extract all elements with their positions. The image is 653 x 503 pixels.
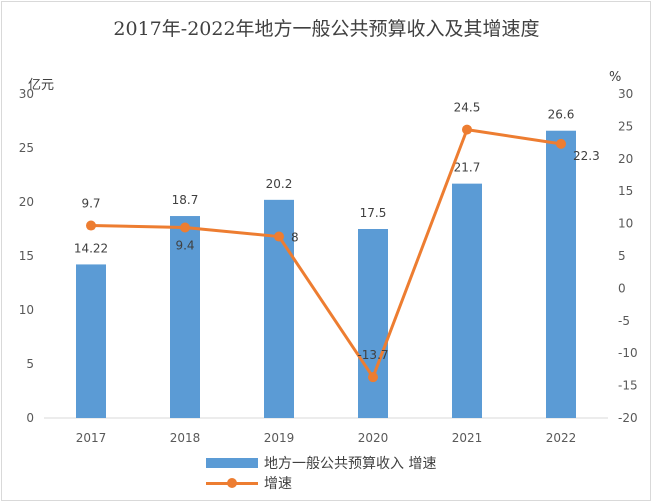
line-series — [90, 128, 562, 379]
y-left-tick-label: 20 — [19, 195, 34, 209]
line-point — [180, 222, 190, 233]
left-axis-unit: 亿元 — [28, 78, 55, 93]
chart-title: 2017年-2022年地方一般公共预算收入及其增速度 — [113, 18, 540, 40]
y-left-tick-label: 5 — [26, 357, 34, 371]
line-data-label: 24.5 — [454, 101, 481, 115]
bar — [358, 229, 388, 418]
line-data-label: 22.3 — [573, 149, 600, 163]
y-left-tick-label: 30 — [19, 87, 34, 101]
y-left-tick-label: 15 — [19, 249, 34, 263]
y-right-tick-label: 15 — [618, 184, 633, 198]
bar-data-label: 17.5 — [360, 206, 387, 220]
y-left-tick-label: 25 — [19, 141, 34, 155]
y-right-tick-label: -10 — [618, 346, 638, 360]
x-tick-label: 2018 — [170, 431, 201, 445]
legend-line-swatch — [206, 478, 258, 488]
legend-item-line: 增速 — [206, 473, 436, 493]
x-tick-label: 2021 — [452, 431, 483, 445]
y-right-tick-label: 5 — [618, 249, 626, 263]
line-point — [274, 231, 284, 242]
x-tick-label: 2020 — [358, 431, 389, 445]
line-point — [462, 124, 472, 135]
line-point — [556, 138, 566, 149]
right-axis-unit: % — [609, 70, 622, 85]
line-data-label: -13.7 — [357, 348, 388, 362]
y-right-tick-label: -15 — [618, 379, 638, 393]
bar — [170, 216, 200, 418]
bar — [452, 183, 482, 418]
line-point — [86, 220, 96, 231]
chart-legend: 地方一般公共预算收入 增速 增速 — [206, 453, 436, 493]
y-left-tick-label: 10 — [19, 303, 34, 317]
y-right-tick-label: 10 — [618, 217, 633, 231]
y-right-tick-label: -20 — [618, 411, 638, 425]
line-data-label: 9.7 — [81, 197, 100, 211]
x-tick-label: 2017 — [76, 431, 107, 445]
legend-bar-swatch — [206, 458, 258, 468]
y-right-tick-label: -5 — [618, 314, 630, 328]
line-point — [368, 372, 378, 383]
bar-data-label: 21.7 — [454, 161, 481, 175]
bar-data-label: 26.6 — [548, 108, 575, 122]
legend-item-bar: 地方一般公共预算收入 增速 — [206, 453, 436, 473]
bar-data-label: 20.2 — [266, 177, 293, 191]
bar — [546, 130, 576, 418]
legend-line-label: 增速 — [264, 476, 292, 492]
line-data-label: 9.4 — [175, 238, 194, 252]
legend-bar-label: 地方一般公共预算收入 增速 — [264, 456, 437, 472]
y-right-tick-label: 30 — [618, 87, 633, 101]
y-right-tick-label: 25 — [618, 119, 633, 133]
y-right-tick-label: 20 — [618, 152, 633, 166]
bar-data-label: 14.22 — [74, 241, 108, 255]
line-data-label: 8 — [291, 231, 299, 245]
bar-data-label: 18.7 — [172, 193, 199, 207]
x-tick-label: 2019 — [264, 431, 295, 445]
y-left-tick-label: 0 — [26, 411, 34, 425]
x-tick-label: 2022 — [546, 431, 577, 445]
y-right-tick-label: 0 — [618, 281, 626, 295]
bar — [76, 264, 106, 418]
